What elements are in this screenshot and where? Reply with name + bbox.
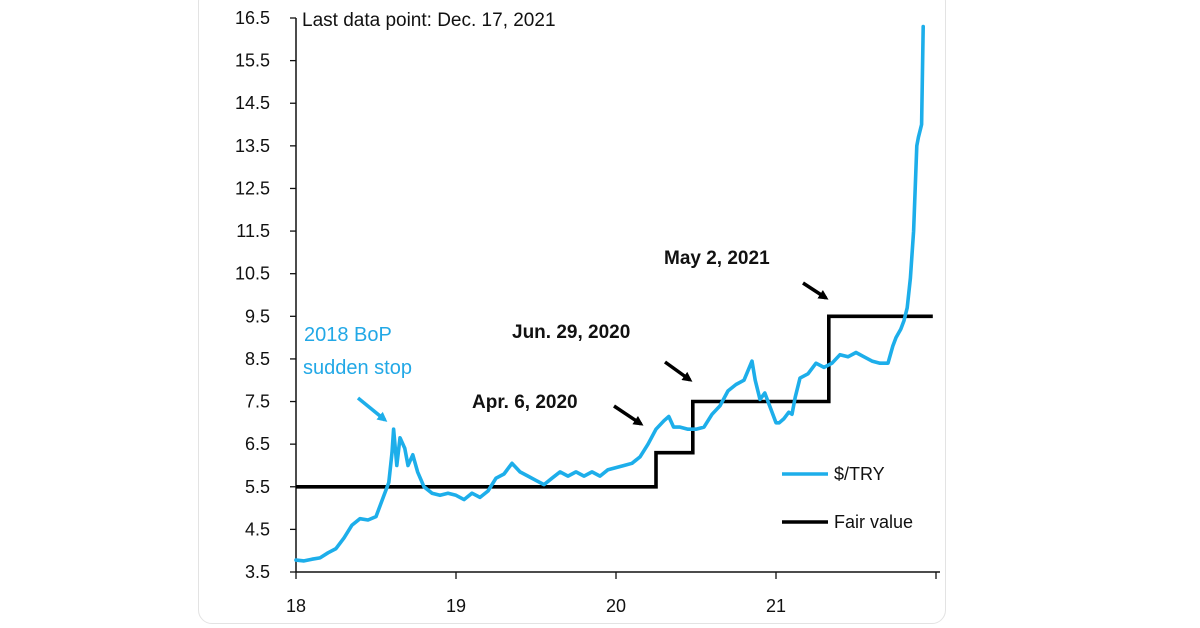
y-ticks: 16.5 15.5 14.5 13.5 12.5 11.5 10.5 9.5 8.5 7.5 6.5… [235,8,296,582]
y-tick-label: 13.5 [235,136,270,156]
x-tick-label: 21 [766,596,786,616]
y-tick-label: 10.5 [235,264,270,284]
y-tick-label: 12.5 [235,178,270,198]
y-tick-label: 16.5 [235,8,270,28]
annotation-arrow-may-2021 [802,281,829,300]
annotation-jun-2020: Jun. 29, 2020 [512,322,630,343]
chart-note: Last data point: Dec. 17, 2021 [302,10,556,31]
x-ticks: 18 19 20 21 [286,572,937,616]
annotation-arrow-apr-2020 [613,404,644,426]
y-tick-label: 14.5 [235,93,270,113]
y-tick-label: 11.5 [236,221,270,241]
annotation-2018-bop-line1: 2018 BoP [304,324,392,346]
y-tick-label: 3.5 [245,562,270,582]
annotation-may-2021: May 2, 2021 [664,248,770,269]
y-tick-label: 15.5 [235,51,270,71]
annotation-2018-bop-line2: sudden stop [303,357,412,379]
y-tick-label: 8.5 [245,349,270,369]
annotation-arrow-jun-2020 [663,360,693,382]
y-tick-label: 4.5 [245,519,270,539]
series-line-usd-try [294,24,926,563]
y-tick-label: 7.5 [245,392,270,412]
x-tick-label: 18 [286,596,306,616]
x-tick-label: 20 [606,596,626,616]
legend-label-fair-value: Fair value [834,512,913,532]
annotation-arrow-2018 [356,396,388,422]
y-tick-label: 9.5 [245,306,270,326]
series-line-fair-value [296,314,933,489]
y-tick-label: 6.5 [245,434,270,454]
annotation-apr-2020: Apr. 6, 2020 [472,392,578,413]
x-tick-label: 19 [446,596,466,616]
chart-card [198,0,946,624]
y-tick-label: 5.5 [245,477,270,497]
legend-label-usd-try: $/TRY [834,464,885,484]
